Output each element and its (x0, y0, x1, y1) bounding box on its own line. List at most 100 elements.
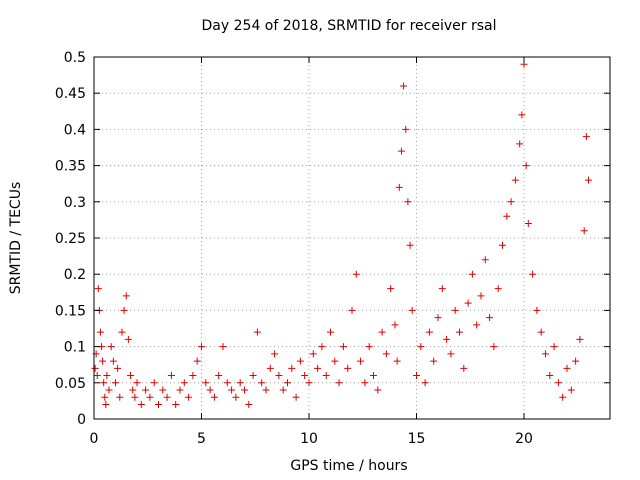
data-point (580, 227, 588, 235)
data-point (413, 372, 420, 380)
chart-title: Day 254 of 2018, SRMTID for receiver rsa… (202, 18, 497, 34)
data-point (576, 335, 584, 343)
data-point (288, 364, 296, 372)
grid-lines (94, 57, 610, 419)
data-point (228, 386, 236, 394)
data-point (318, 343, 326, 351)
data-point (91, 364, 99, 372)
data-point (94, 285, 102, 293)
x-tick-label: 5 (197, 431, 206, 447)
data-point (550, 343, 558, 351)
data-point (537, 328, 545, 336)
data-point (193, 357, 201, 365)
y-axis-label: SRMTID / TECUs (8, 182, 24, 295)
x-axis: 0 5 10 15 20 (90, 57, 533, 447)
data-point (114, 364, 122, 372)
data-point (430, 357, 438, 365)
data-point (127, 372, 135, 380)
data-point (163, 393, 171, 401)
data-point (107, 343, 115, 351)
data-point (522, 162, 530, 170)
data-point (266, 364, 274, 372)
data-point (241, 386, 248, 394)
data-point (292, 393, 300, 401)
data-point (447, 350, 455, 358)
y-tick-label: 0.25 (55, 231, 86, 247)
data-point (365, 343, 373, 351)
data-point (524, 220, 532, 228)
data-point (357, 357, 365, 365)
data-point (511, 176, 519, 184)
data-point (559, 393, 567, 401)
data-point (198, 343, 205, 351)
data-point (327, 328, 334, 336)
data-point (518, 111, 526, 119)
data-point (129, 386, 137, 394)
data-point (180, 379, 188, 387)
data-point (202, 379, 210, 387)
data-point (542, 350, 549, 358)
data-point (486, 314, 494, 322)
data-point (258, 379, 266, 387)
data-point (387, 285, 395, 293)
data-point (155, 401, 162, 409)
data-point (494, 285, 502, 293)
y-tick-label: 0.4 (64, 122, 86, 138)
data-point (150, 379, 158, 387)
data-point (101, 393, 109, 401)
data-point (481, 256, 489, 264)
data-point (120, 306, 128, 314)
data-point (245, 401, 253, 409)
data-point (490, 343, 498, 351)
data-point (443, 335, 451, 343)
data-point (404, 198, 412, 206)
data-point (391, 321, 399, 329)
data-point (249, 372, 257, 380)
x-tick-label: 0 (90, 431, 99, 447)
data-point (451, 306, 459, 314)
data-point (185, 393, 193, 401)
data-point (382, 350, 390, 358)
y-axis: 0 0.05 0.1 0.15 0.2 0.25 0.3 0.35 0.4 0.45 0.5 (55, 50, 610, 428)
data-point (567, 386, 575, 394)
data-point (468, 270, 476, 278)
data-point (460, 364, 468, 372)
data-point (533, 306, 541, 314)
data-point (122, 292, 130, 300)
data-point (402, 125, 410, 133)
data-point (275, 372, 283, 380)
data-point (335, 379, 343, 387)
data-point (279, 386, 287, 394)
data-point (253, 328, 261, 336)
data-point (421, 379, 429, 387)
y-tick-label: 0.05 (55, 376, 86, 392)
data-point (223, 379, 231, 387)
data-points (91, 60, 592, 409)
data-point (167, 372, 175, 380)
data-point (236, 379, 244, 387)
data-point (131, 393, 139, 401)
data-point (397, 147, 405, 155)
data-point (296, 357, 304, 365)
data-point (206, 386, 214, 394)
data-point (400, 82, 408, 90)
data-point (499, 241, 506, 249)
data-point (172, 401, 180, 409)
data-point (93, 372, 101, 380)
data-point (105, 386, 113, 394)
data-point (159, 386, 167, 394)
data-point (434, 314, 442, 322)
data-point (102, 401, 110, 409)
y-tick-label: 0.45 (55, 86, 86, 102)
x-tick-label: 10 (300, 431, 318, 447)
data-point (305, 379, 313, 387)
data-point (393, 357, 401, 365)
data-point (572, 357, 580, 365)
data-point (473, 321, 481, 329)
data-point (438, 285, 446, 293)
plot-frame (93, 56, 611, 420)
data-point (309, 350, 317, 358)
data-point (112, 379, 119, 387)
data-point (137, 401, 145, 409)
data-point (339, 343, 347, 351)
